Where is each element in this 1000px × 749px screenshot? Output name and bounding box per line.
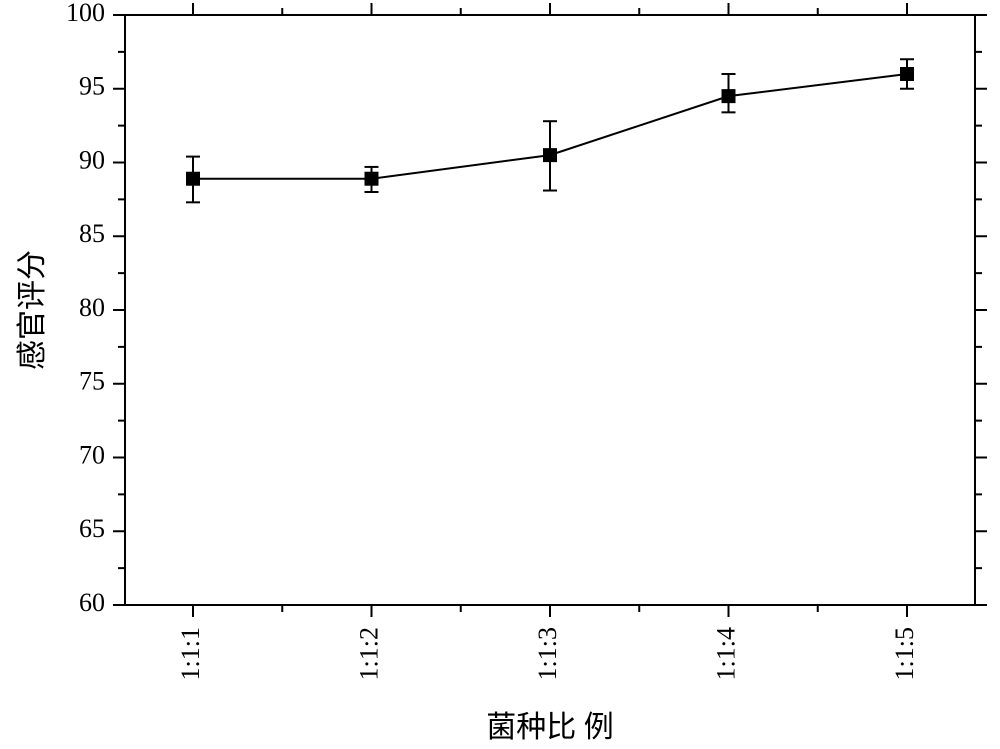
chart-container: 60 65 70 75 80 85 90 95 100 1:1:1 1:1:2 1:1:3 1:1:4 1… [0,0,1000,749]
y-tick-label: 65 [79,514,105,543]
y-tick-label: 100 [66,0,105,27]
y-axis-label: 感官评分 [16,250,49,370]
data-marker [186,172,200,186]
data-marker [543,148,557,162]
x-tick-label: 1:1:2 [354,627,383,680]
y-tick-label: 70 [79,440,105,469]
x-tick-label: 1:1:4 [711,627,740,680]
y-tick-label: 75 [79,367,105,396]
data-marker [900,67,914,81]
line-chart: 60 65 70 75 80 85 90 95 100 1:1:1 1:1:2 1:1:3 1:1:4 1… [0,0,1000,749]
y-tick-label: 90 [79,145,105,174]
x-tick-label: 1:1:3 [533,627,562,680]
y-tick-label: 85 [79,219,105,248]
data-marker [722,89,736,103]
y-tick-label: 80 [79,293,105,322]
x-tick-label: 1:1:1 [176,627,205,680]
y-tick-label: 95 [79,72,105,101]
y-tick-label: 60 [79,588,105,617]
x-axis-label: 菌种比 例 [486,711,614,744]
data-marker [365,172,379,186]
x-tick-label: 1:1:5 [890,627,919,680]
